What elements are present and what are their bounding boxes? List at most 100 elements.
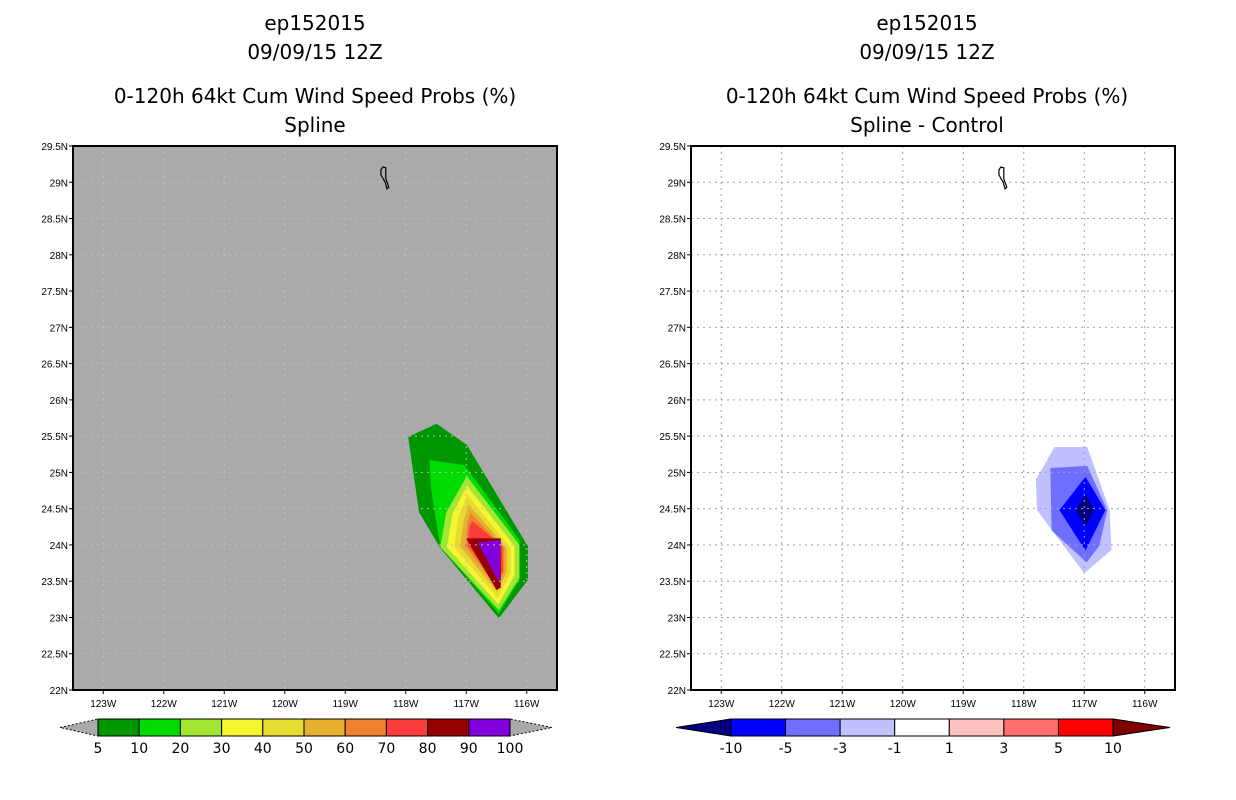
colorbar-left-arrow (675, 718, 732, 737)
colorbar-label: 10 (130, 741, 148, 757)
colorbar-label: 40 (254, 741, 272, 757)
colorbar-swatch (179, 718, 223, 737)
colorbar-swatch (344, 718, 387, 737)
x-tick-label: 120W (272, 699, 299, 710)
colorbar-swatch (385, 718, 429, 737)
y-tick-label: 24.5N (41, 505, 68, 516)
x-tick-label: 121W (211, 699, 238, 710)
colorbar-swatch (839, 718, 896, 737)
colorbar-label: -10 (720, 741, 743, 757)
y-tick-label: 26N (668, 396, 686, 407)
x-tick-label: 119W (951, 699, 977, 710)
title-line: ep152015 (264, 11, 365, 35)
y-tick-label: 28N (668, 251, 686, 262)
y-tick-label: 25N (50, 468, 68, 479)
x-tick-label: 119W (333, 699, 359, 710)
y-tick-label: 22N (668, 686, 686, 697)
island-outline (998, 166, 1008, 190)
plot-frame (72, 145, 558, 691)
y-tick-label: 24.5N (659, 505, 686, 516)
y-tick-label: 23N (50, 613, 68, 624)
colorbar-label: 5 (94, 741, 103, 757)
y-tick-label: 24N (50, 541, 68, 552)
colorbar-label: 70 (377, 741, 395, 757)
x-tick-label: 121W (829, 699, 856, 710)
colorbar-label: -3 (833, 741, 847, 757)
colorbar-swatch (730, 718, 787, 737)
colorbar-label: 60 (336, 741, 354, 757)
title-line: 0-120h 64kt Cum Wind Speed Probs (%) (114, 84, 516, 108)
y-tick-label: 26.5N (41, 360, 68, 371)
title-line: 09/09/15 12Z (247, 40, 382, 64)
colorbar-label: 10 (1104, 741, 1122, 757)
colorbar-swatch (221, 718, 264, 737)
island-outline (380, 166, 390, 190)
plot-area (691, 146, 1175, 690)
colorbar-swatch (138, 718, 181, 737)
x-tick-label: 122W (151, 699, 178, 710)
colorbar-label: 90 (460, 741, 478, 757)
colorbar-label: 100 (497, 741, 524, 757)
x-tick-label: 118W (1011, 699, 1037, 710)
colorbar-swatch (1003, 718, 1059, 737)
x-tick-label: 120W (890, 699, 917, 710)
plot-frame (690, 145, 1176, 691)
x-tick-label: 123W (708, 699, 735, 710)
colorbar-label: -1 (888, 741, 902, 757)
x-tick-label: 123W (90, 699, 117, 710)
x-tick-label: 122W (769, 699, 796, 710)
y-tick-label: 29N (50, 178, 68, 189)
y-tick-label: 22N (50, 686, 68, 697)
y-tick-label: 28.5N (659, 215, 686, 226)
colorbar-swatch (262, 718, 305, 737)
colorbar-swatch (468, 718, 511, 737)
colorbar-label: 80 (419, 741, 437, 757)
y-tick-label: 26N (50, 396, 68, 407)
title-line: Spline - Control (850, 113, 1004, 137)
x-tick-label: 117W (1072, 699, 1098, 710)
colorbar-swatch (97, 718, 140, 737)
y-tick-label: 25.5N (41, 432, 68, 443)
title-line: 0-120h 64kt Cum Wind Speed Probs (%) (726, 84, 1128, 108)
contour--10 (1075, 494, 1095, 527)
colorbar-swatch (948, 718, 1005, 737)
colorbar-label: 1 (945, 741, 954, 757)
y-tick-label: 29.5N (41, 142, 68, 153)
colorbar-right-arrow (1112, 718, 1171, 737)
panel-2: ep152015 09/09/15 12Z 0-120h 64kt Cum Wind… (659, 11, 1176, 757)
y-tick-label: 29.5N (659, 142, 686, 153)
x-tick-label: 117W (454, 699, 480, 710)
y-tick-label: 22.5N (41, 650, 68, 661)
x-tick-label: 116W (1132, 699, 1158, 710)
colorbar-swatch (1057, 718, 1114, 737)
y-tick-label: 27.5N (659, 287, 686, 298)
colorbar-swatch (303, 718, 346, 737)
colorbar-swatch (427, 718, 470, 737)
colorbar-label: 30 (213, 741, 231, 757)
y-tick-label: 27N (668, 323, 686, 334)
y-tick-label: 27N (50, 323, 68, 334)
colorbar-label: 20 (171, 741, 189, 757)
colorbar-label: 50 (295, 741, 313, 757)
plot-area (73, 146, 557, 690)
colorbar-right-arrow (509, 718, 553, 737)
colorbar: 5 10 20 30 40 50 60 70 80 90 100 (59, 718, 553, 757)
colorbar-left-arrow (59, 718, 99, 737)
y-tick-label: 26.5N (659, 360, 686, 371)
colorbar-label: 3 (999, 741, 1008, 757)
y-tick-label: 25N (668, 468, 686, 479)
colorbar: -10 -5 -3 -1 1 3 5 10 (675, 718, 1171, 757)
y-tick-label: 28N (50, 251, 68, 262)
y-tick-label: 24N (668, 541, 686, 552)
title-line: ep152015 (876, 11, 977, 35)
colorbar-label: -5 (779, 741, 793, 757)
y-tick-label: 23.5N (41, 577, 68, 588)
colorbar-swatch (785, 718, 841, 737)
y-tick-label: 27.5N (41, 287, 68, 298)
panel-1: ep152015 09/09/15 12Z 0-120h 64kt Cum Wind… (41, 11, 558, 757)
y-tick-label: 29N (668, 178, 686, 189)
y-tick-label: 28.5N (41, 215, 68, 226)
y-tick-label: 23.5N (659, 577, 686, 588)
colorbar-swatch (894, 718, 950, 737)
